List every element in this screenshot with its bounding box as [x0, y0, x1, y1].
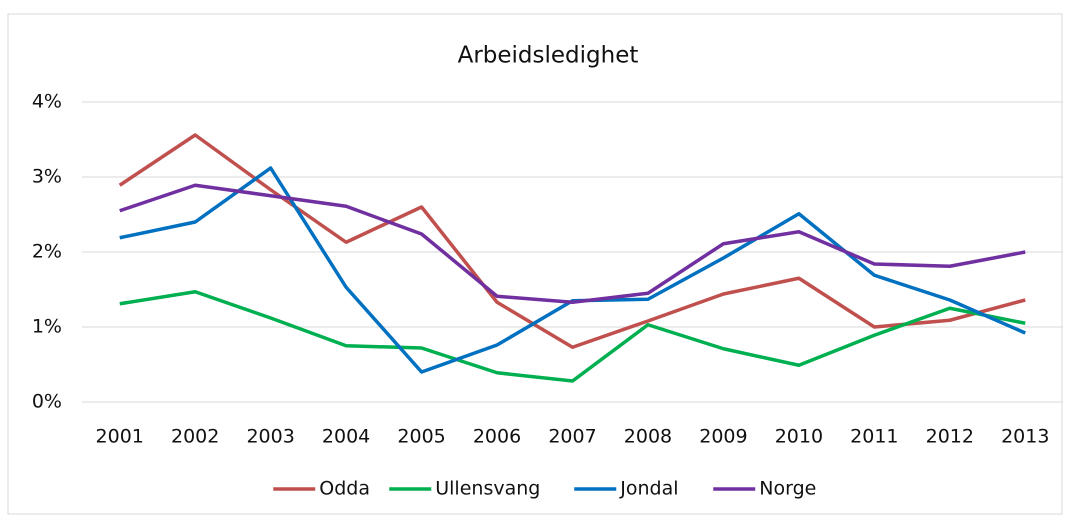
x-tick-label: 2008 [624, 426, 672, 448]
x-tick-label: 2004 [322, 426, 370, 448]
x-tick-label: 2007 [548, 426, 596, 448]
x-tick-label: 2012 [926, 426, 974, 448]
series-line [119, 290, 1026, 383]
y-tick-label: 0% [32, 391, 62, 413]
x-tick-label: 2005 [397, 426, 445, 448]
x-tick-label: 2002 [171, 426, 219, 448]
legend-label: Norge [759, 478, 816, 500]
y-tick-label: 4% [32, 91, 62, 113]
series-line [119, 183, 1026, 304]
x-tick-label: 2006 [473, 426, 521, 448]
x-tick-label: 2001 [96, 426, 144, 448]
series-line [118, 133, 1026, 349]
x-tick-label: 2010 [775, 426, 823, 448]
x-tick-label: 2009 [699, 426, 747, 448]
y-tick-label: 3% [32, 166, 62, 188]
y-tick-label: 1% [32, 316, 62, 338]
legend-label: Ullensvang [435, 478, 540, 500]
legend-label: Jondal [619, 478, 678, 500]
x-tick-label: 2003 [246, 426, 294, 448]
chart-title: Arbeidsledighet [458, 43, 639, 69]
x-tick-label: 2013 [1001, 426, 1049, 448]
y-tick-label: 2% [32, 241, 62, 263]
x-tick-label: 2011 [850, 426, 898, 448]
legend-label: Odda [319, 478, 370, 500]
